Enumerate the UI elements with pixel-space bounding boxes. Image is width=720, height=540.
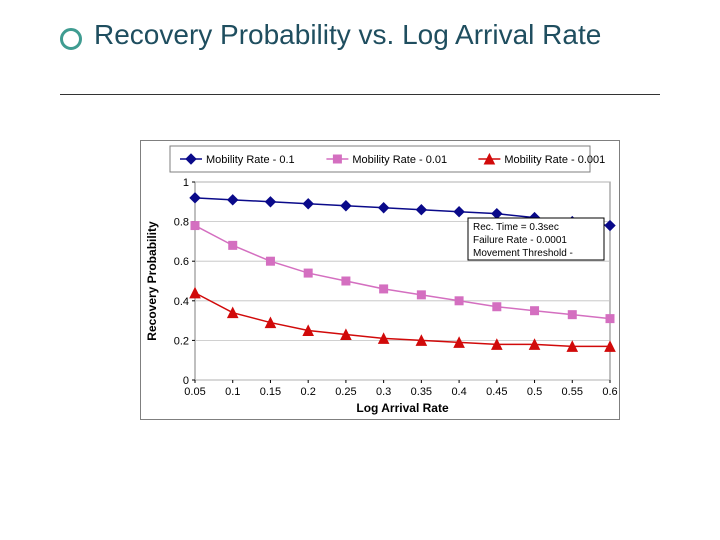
xtick-label: 0.5 [527,386,542,398]
info-box-line: Movement Threshold - [473,248,573,259]
xtick-label: 0.05 [184,386,205,398]
xtick-label: 0.2 [301,386,316,398]
xtick-label: 0.55 [562,386,583,398]
xtick-label: 0.4 [451,386,466,398]
marker-square-icon [333,155,341,163]
marker-square-icon [531,307,539,315]
xtick-label: 0.3 [376,386,391,398]
marker-square-icon [455,297,463,305]
xtick-label: 0.25 [335,386,356,398]
marker-square-icon [342,277,350,285]
legend-label: Mobility Rate - 0.1 [206,154,295,166]
y-axis-title: Recovery Probability [145,221,159,341]
info-box-line: Rec. Time = 0.3sec [473,222,559,233]
marker-square-icon [493,303,501,311]
xtick-label: 0.1 [225,386,240,398]
marker-square-icon [380,285,388,293]
xtick-label: 0.35 [411,386,432,398]
xtick-label: 0.6 [602,386,617,398]
chart-container: Mobility Rate - 0.1 Mobility Rate - 0.01 M… [140,140,620,420]
marker-square-icon [229,241,237,249]
marker-square-icon [606,315,614,323]
page-title: Recovery Probability vs. Log Arrival Rat… [94,18,654,52]
marker-square-icon [266,257,274,265]
chart-svg: Mobility Rate - 0.1 Mobility Rate - 0.01 M… [140,140,620,420]
ytick-label: 0.8 [174,217,189,229]
legend-label: Mobility Rate - 0.01 [352,154,447,166]
xtick-label: 0.15 [260,386,281,398]
legend-label: Mobility Rate - 0.001 [504,154,605,166]
marker-square-icon [191,222,199,230]
marker-square-icon [568,311,576,319]
ytick-label: 0.4 [174,296,189,308]
marker-square-icon [304,269,312,277]
ytick-label: 0.2 [174,335,189,347]
marker-square-icon [417,291,425,299]
slide: Recovery Probability vs. Log Arrival Rat… [0,0,720,540]
plot-area [195,182,610,380]
title-underline [60,94,660,95]
x-axis-title: Log Arrival Rate [356,401,449,415]
bullet-ring-icon [60,28,82,50]
ytick-label: 1 [183,177,189,189]
xtick-label: 0.45 [486,386,507,398]
info-box-line: Failure Rate - 0.0001 [473,235,567,246]
ytick-label: 0.6 [174,256,189,268]
